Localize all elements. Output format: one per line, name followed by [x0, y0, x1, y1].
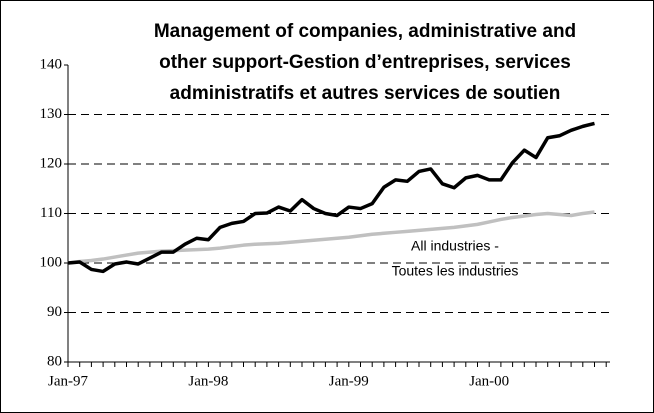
chart-title: administratifs et autres services de sou…: [170, 83, 561, 104]
series-line: [67, 121, 595, 274]
y-tick-label: 130: [40, 106, 63, 122]
x-tick-label: Jan-00: [469, 373, 509, 389]
chart-title: Management of companies, administrative …: [154, 21, 576, 42]
y-tick-label: 80: [47, 353, 62, 369]
y-tick-label: 110: [40, 205, 62, 221]
x-tick-label: Jan-97: [48, 373, 88, 389]
chart-title: other support-Gestion d’entreprises, ser…: [159, 52, 571, 73]
y-tick-label: 100: [40, 254, 63, 270]
x-tick-label: Jan-98: [188, 373, 228, 389]
y-tick-label: 140: [40, 56, 63, 72]
annotation: Toutes les industries: [392, 263, 519, 279]
annotation: All industries -: [411, 238, 499, 254]
x-tick-label: Jan-99: [329, 373, 369, 389]
y-tick-label: 120: [40, 155, 63, 171]
y-tick-label: 90: [47, 304, 62, 320]
series-line: [67, 210, 595, 265]
